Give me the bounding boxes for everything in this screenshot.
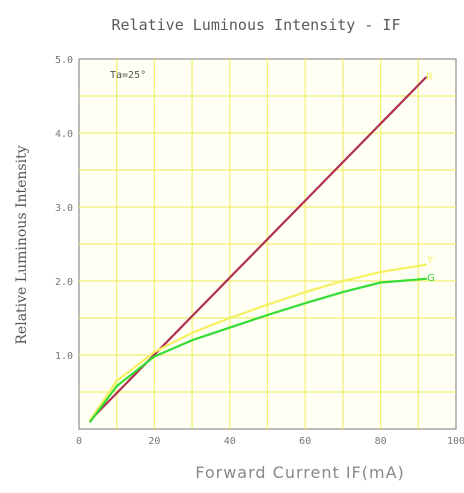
x-tick-label: 40 [224,436,236,447]
chart-title: Relative Luminous Intensity - IF [112,16,401,34]
y-tick-label: 4.0 [55,129,73,140]
series-line-3 [89,277,427,423]
y-tick-label: 1.0 [55,351,73,362]
x-axis-label: Forward Current IF(mA) [195,463,405,482]
x-tick-labels: 0 20 40 60 80 100 [76,436,464,447]
x-tick-label: 80 [375,436,387,447]
series-line-2 [89,263,427,422]
x-tick-label: 0 [76,436,82,447]
x-tick-label: 20 [148,436,160,447]
series-label-g: G [427,273,435,284]
y-tick-label: 5.0 [55,55,73,66]
grid-lines [79,59,456,429]
x-tick-label: 60 [299,436,311,447]
temperature-annotation: Ta=25° [110,70,146,81]
series-group [89,76,427,423]
y-tick-labels: 1.0 2.0 3.0 4.0 5.0 [55,55,73,362]
x-tick-label: 100 [447,436,464,447]
series-label-r: R [426,72,433,83]
y-axis-label: Relative Luminous Intensity [14,145,30,344]
series-label-y: Y [426,255,434,266]
y-tick-label: 2.0 [55,277,73,288]
y-tick-label: 3.0 [55,203,73,214]
